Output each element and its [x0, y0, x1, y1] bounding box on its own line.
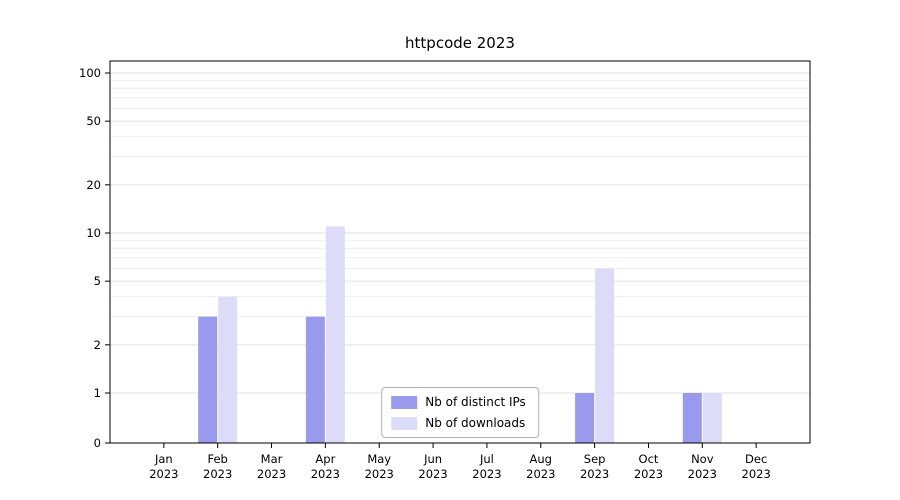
y-tick-label: 1	[94, 386, 101, 400]
x-tick-label: Feb 2023	[203, 452, 232, 481]
x-tick-label: Jun 2023	[418, 452, 447, 481]
y-tick-label: 5	[94, 274, 101, 288]
x-tick-label: May 2023	[365, 452, 394, 481]
legend-label-downloads: Nb of downloads	[425, 416, 526, 430]
y-tick-label: 10	[86, 226, 101, 240]
legend: Nb of distinct IPs Nb of downloads	[381, 387, 539, 438]
legend-swatch-downloads	[391, 416, 418, 430]
plot-border	[109, 60, 811, 444]
y-tick-label: 50	[86, 114, 101, 128]
bar-downloads	[595, 268, 615, 443]
bar-distinct-ips	[198, 316, 218, 443]
x-tick-label: Jan 2023	[149, 452, 178, 481]
bar-distinct-ips	[682, 393, 702, 443]
x-tick-label: Oct 2023	[634, 452, 663, 481]
legend-item-downloads: Nb of downloads	[391, 416, 526, 430]
x-tick-label: Jul 2023	[472, 452, 501, 481]
y-tick-label: 0	[94, 436, 101, 450]
bar-downloads	[325, 226, 345, 443]
bar-downloads	[218, 296, 238, 443]
x-tick-label: Aug 2023	[526, 452, 555, 481]
x-tick-label: Apr 2023	[311, 452, 340, 481]
y-tick-label: 2	[94, 338, 101, 352]
legend-label-distinct-ips: Nb of distinct IPs	[425, 395, 526, 409]
x-tick-label: Nov 2023	[688, 452, 717, 481]
x-tick-label: Mar 2023	[257, 452, 286, 481]
legend-swatch-distinct-ips	[391, 395, 418, 409]
y-tick-label: 20	[86, 178, 101, 192]
x-tick-label: Sep 2023	[580, 452, 609, 481]
bar-distinct-ips	[305, 316, 325, 443]
legend-item-distinct-ips: Nb of distinct IPs	[391, 395, 526, 409]
bar-downloads	[702, 393, 722, 443]
x-tick-label: Dec 2023	[742, 452, 771, 481]
chart-title: httpcode 2023	[405, 34, 515, 52]
bar-distinct-ips	[575, 393, 595, 443]
y-tick-label: 100	[79, 66, 101, 80]
